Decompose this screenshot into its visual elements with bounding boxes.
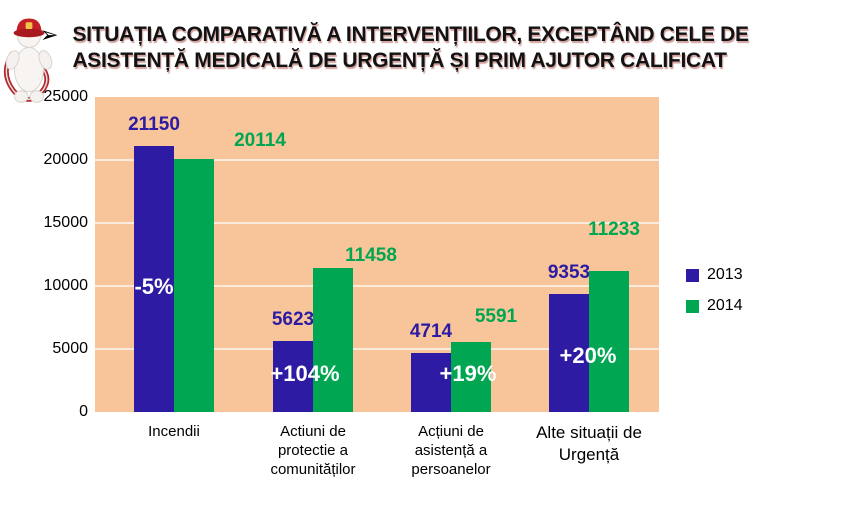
- y-tick-10000: 10000: [43, 277, 89, 294]
- bar-2013-group1: [134, 145, 174, 412]
- pct-label-group3: +19%: [439, 361, 497, 386]
- legend-item-2014: 2014: [686, 297, 743, 315]
- pct-label-group2: +104%: [270, 361, 340, 386]
- x-label-group2: Actiuni de protectie a comunităților: [270, 423, 356, 478]
- legend-item-2013: 2013: [686, 266, 743, 284]
- bar-2014-group2: [313, 267, 353, 412]
- value-label-2013-group3: 4714: [409, 320, 453, 342]
- legend: 2013 2014: [686, 266, 743, 328]
- value-label-2013-group4: 9353: [547, 262, 591, 284]
- bar-2013-group4: [549, 294, 589, 412]
- legend-swatch-2013: [686, 268, 699, 282]
- page-title: SITUAȚIA COMPARATIVĂ A INTERVENȚIILOR, E…: [72, 22, 749, 74]
- y-tick-15000: 15000: [43, 214, 89, 231]
- x-label-group3: Acțiuni de asistență a persoanelor: [411, 423, 491, 478]
- legend-label-2013: 2013: [707, 266, 743, 283]
- bar-2013-group2: [273, 341, 313, 412]
- x-label-group4: Alte situații de Urgență: [536, 423, 642, 464]
- value-label-2014-group1: 20114: [234, 129, 286, 151]
- page-title-line1: SITUAȚIA COMPARATIVĂ A INTERVENȚIILOR, E…: [72, 23, 749, 46]
- pct-label-group1: -5%: [134, 274, 174, 299]
- bar-2014-group1: [174, 158, 214, 412]
- value-label-2014-group4: 11233: [588, 218, 640, 240]
- title-block: ➢ SITUAȚIA COMPARATIVĂ A INTERVENȚIILOR,…: [40, 22, 820, 74]
- bullet-arrow-icon: ➢: [40, 22, 59, 47]
- legend-swatch-2014: [686, 299, 699, 313]
- y-tick-25000: 25000: [43, 88, 89, 105]
- value-label-2013-group1: 21150: [128, 113, 180, 135]
- pct-label-group4: +20%: [559, 343, 617, 368]
- bar-2014-group3: [451, 341, 491, 412]
- value-label-2014-group2: 11458: [345, 244, 397, 266]
- gridline-15000: [95, 222, 659, 224]
- y-tick-20000: 20000: [43, 151, 89, 168]
- bar-2013-group3: [411, 352, 451, 412]
- page-title-line2: ASISTENȚĂ MEDICALĂ DE URGENȚĂ ȘI PRIM AJ…: [72, 49, 727, 72]
- value-label-2013-group2: 5623: [271, 309, 315, 331]
- bar-2014-group4: [589, 270, 629, 412]
- y-tick-0: 0: [79, 403, 88, 420]
- legend-label-2014: 2014: [707, 297, 743, 314]
- gridline-20000: [95, 159, 659, 161]
- firefighter-mascot-icon: [0, 4, 58, 110]
- y-tick-5000: 5000: [52, 340, 88, 357]
- x-label-group1: Incendii: [148, 423, 200, 440]
- gridline-5000: [95, 348, 659, 350]
- value-label-2014-group3: 5591: [474, 305, 518, 327]
- gridline-10000: [95, 285, 659, 287]
